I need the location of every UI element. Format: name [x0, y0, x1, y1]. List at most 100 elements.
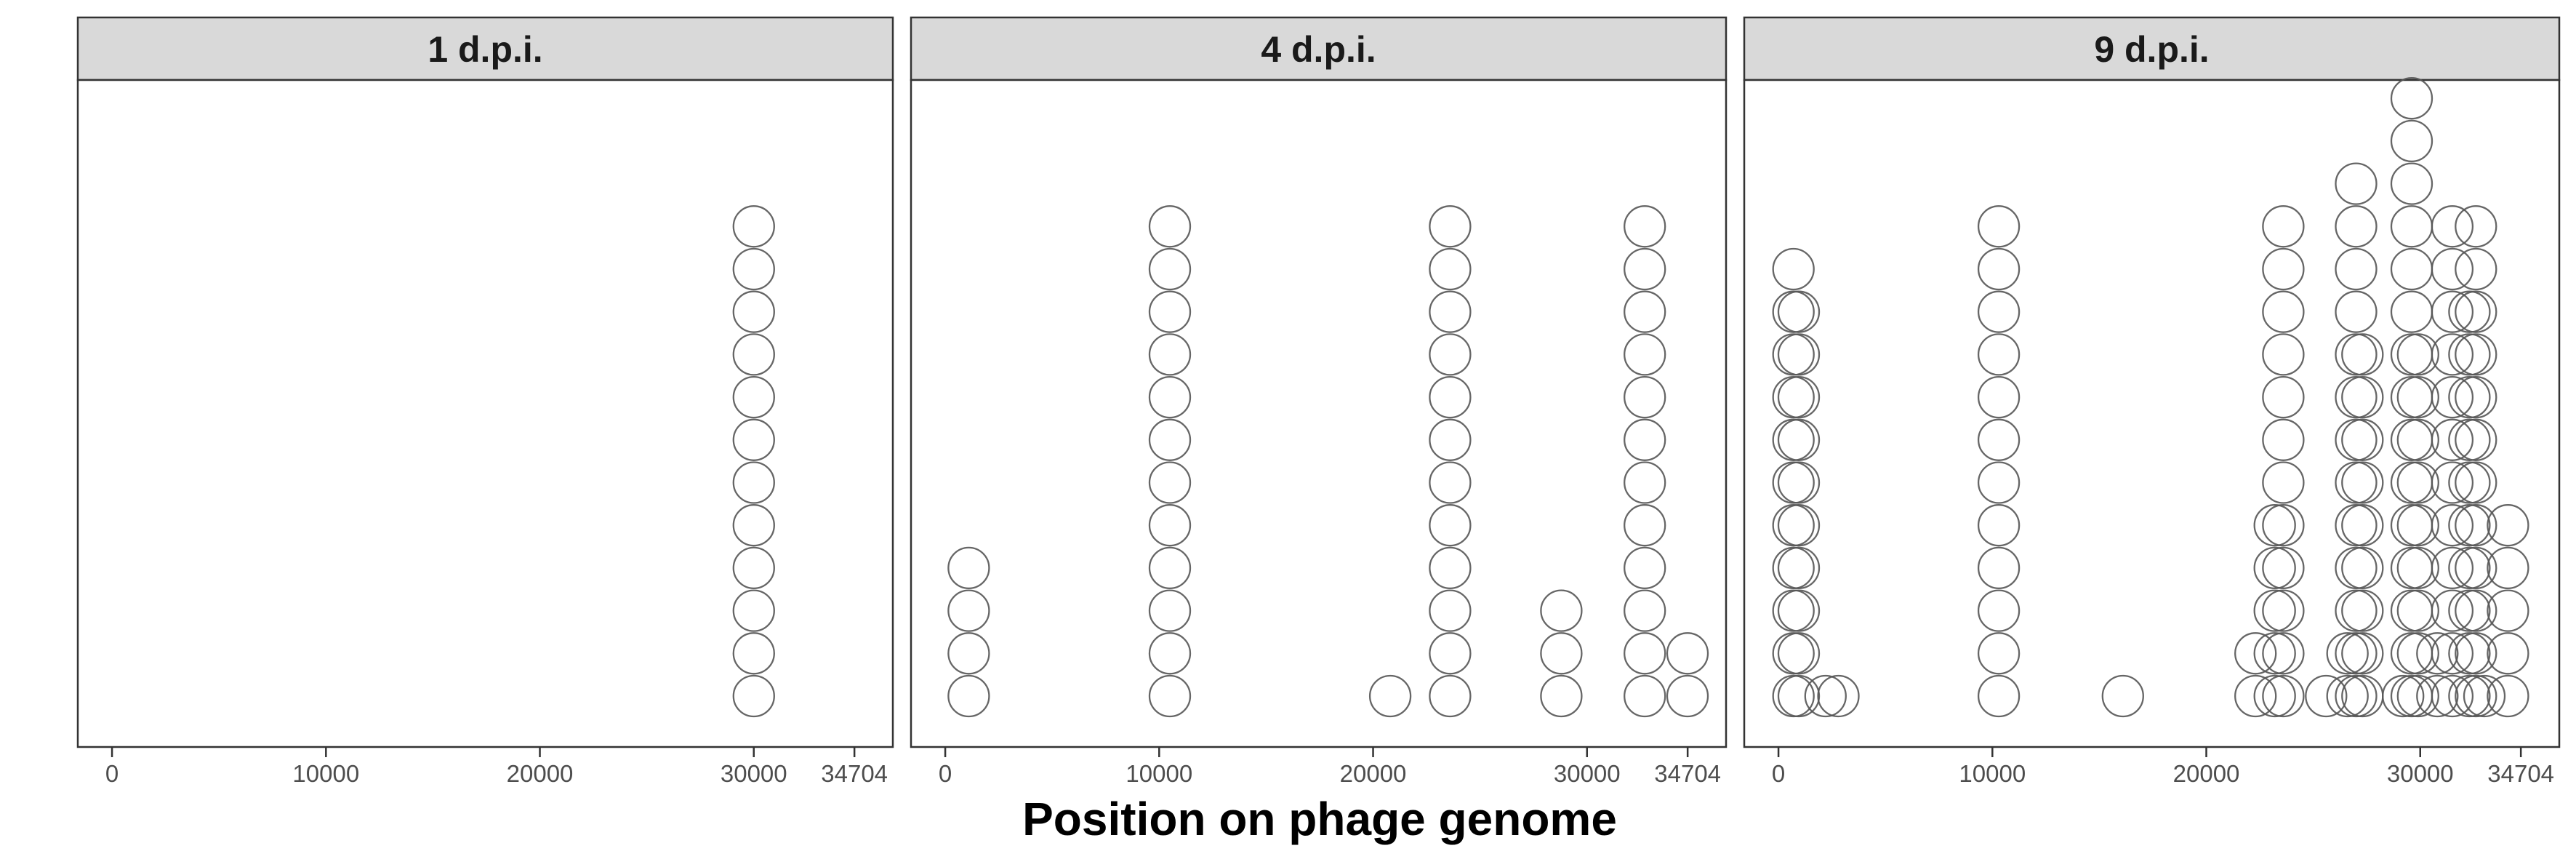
data-point: [2335, 375, 2378, 419]
data-point: [2262, 674, 2305, 718]
data-point: [2431, 589, 2474, 632]
data-point: [2234, 632, 2277, 675]
data-point: [1148, 247, 1192, 291]
data-point: [2455, 418, 2497, 461]
data-point: [2262, 461, 2305, 504]
data-point: [1777, 418, 1821, 461]
data-point: [1977, 674, 2021, 718]
data-point: [2431, 205, 2474, 248]
data-point: [2396, 418, 2439, 461]
data-point: [1624, 674, 1666, 718]
facet-strip: [76, 16, 894, 81]
data-point: [1977, 290, 2021, 333]
data-point: [2341, 632, 2384, 675]
data-point: [947, 632, 990, 675]
data-point: [2455, 632, 2497, 675]
data-point: [2262, 504, 2305, 547]
data-point: [2262, 632, 2305, 675]
data-point: [2396, 632, 2439, 675]
facet-panel-3: 9 d.p.i. 0 10000 20000 30000 34704: [1743, 16, 2561, 787]
x-tick-label: 10000: [1959, 760, 2026, 787]
data-point: [1624, 247, 1666, 291]
x-tick-label: 30000: [1554, 760, 1621, 787]
data-point: [2253, 674, 2296, 718]
facet-panel-2: 4 d.p.i. 0 10000 20000 30000 34704: [910, 16, 1728, 787]
data-point: [1429, 589, 1472, 632]
data-point: [2262, 247, 2305, 291]
data-point: [2431, 461, 2474, 504]
data-point: [2431, 674, 2474, 718]
data-point: [2431, 333, 2474, 376]
data-point: [2487, 674, 2529, 718]
data-point: [947, 589, 990, 632]
data-point: [2341, 504, 2384, 547]
data-point: [2341, 418, 2384, 461]
data-point: [1777, 290, 1821, 333]
data-point: [2262, 375, 2305, 419]
data-point: [2431, 546, 2474, 590]
data-point: [1624, 375, 1666, 419]
data-point: [1624, 461, 1666, 504]
data-point: [2335, 546, 2378, 590]
data-point: [2455, 290, 2497, 333]
data-point: [2341, 589, 2384, 632]
data-point: [2253, 589, 2296, 632]
data-point: [1777, 461, 1821, 504]
data-point: [732, 333, 775, 376]
data-point: [2262, 290, 2305, 333]
data-point: [2431, 375, 2474, 419]
data-point: [2431, 632, 2474, 675]
data-point: [2448, 674, 2491, 718]
x-axis-title: Position on phage genome: [1022, 793, 1617, 845]
data-point: [2390, 162, 2433, 205]
data-point: [2448, 546, 2491, 590]
data-point: [2455, 333, 2497, 376]
data-point: [1777, 333, 1821, 376]
data-point: [2448, 290, 2491, 333]
x-tick-label: 0: [105, 760, 119, 787]
data-point: [2431, 247, 2474, 291]
x-tick-label: 34704: [821, 760, 888, 787]
x-tick-label: 10000: [292, 760, 359, 787]
data-point: [1624, 632, 1666, 675]
data-point: [2448, 632, 2491, 675]
data-point: [1148, 589, 1192, 632]
data-point: [2396, 375, 2439, 419]
data-point: [1777, 504, 1821, 547]
data-point: [2455, 504, 2497, 547]
facet-strip-label: 4 d.p.i.: [1261, 29, 1376, 70]
data-point: [2396, 589, 2439, 632]
data-point: [2101, 674, 2144, 718]
data-point: [1429, 247, 1472, 291]
data-point: [1977, 333, 2021, 376]
data-point: [1429, 674, 1472, 718]
facet-strip: [910, 16, 1728, 81]
data-point: [2487, 546, 2529, 590]
x-tick-label: 34704: [1654, 760, 1721, 787]
data-point: [2416, 674, 2459, 718]
data-point: [1977, 375, 2021, 419]
data-point: [2396, 546, 2439, 590]
data-point: [1772, 247, 1815, 291]
data-point: [1624, 333, 1666, 376]
data-point: [1777, 632, 1821, 675]
x-tick-label: 20000: [507, 760, 574, 787]
x-tick-label: 30000: [2387, 760, 2454, 787]
data-point: [2487, 504, 2529, 547]
data-point: [947, 674, 990, 718]
data-point: [1429, 546, 1472, 590]
data-point: [2341, 333, 2384, 376]
data-point: [1148, 205, 1192, 248]
data-point: [2455, 375, 2497, 419]
data-point: [2341, 375, 2384, 419]
facet-strip-label: 1 d.p.i.: [428, 29, 542, 70]
data-point: [1977, 418, 2021, 461]
x-tick-label: 20000: [2173, 760, 2240, 787]
data-point: [732, 546, 775, 590]
x-tick-label: 0: [939, 760, 952, 787]
data-point: [2335, 418, 2378, 461]
data-point: [1148, 546, 1192, 590]
data-point: [2253, 632, 2296, 675]
data-point: [2431, 418, 2474, 461]
